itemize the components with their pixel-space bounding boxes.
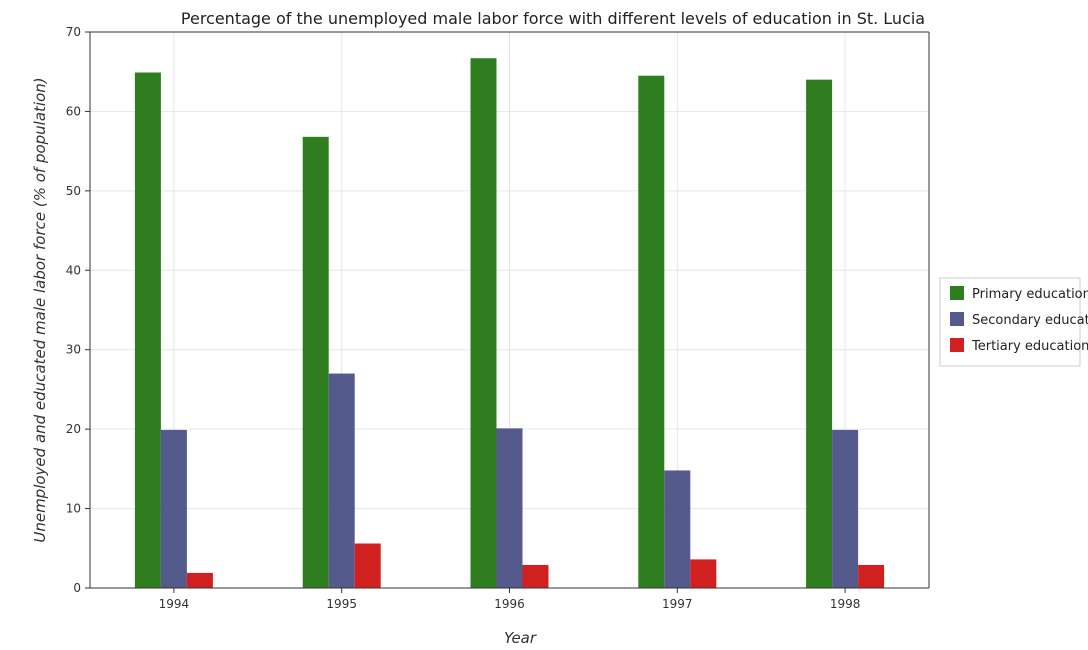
legend-swatch <box>950 312 964 326</box>
y-tick-label: 0 <box>73 581 81 595</box>
bar-primary-education-1994 <box>134 72 161 589</box>
bar-tertiary-education-1995 <box>354 543 381 588</box>
bar-tertiary-education-1996 <box>522 564 549 588</box>
x-tick-label: 1998 <box>830 597 861 611</box>
bar-primary-education-1998 <box>806 79 833 589</box>
bar-secondary-education-1995 <box>328 373 355 588</box>
bars <box>134 58 885 589</box>
bar-tertiary-education-1997 <box>690 559 717 588</box>
legend-label: Tertiary education <box>971 339 1088 354</box>
y-tick-label: 70 <box>66 25 81 39</box>
legend-swatch <box>950 338 964 352</box>
y-tick-label: 30 <box>66 343 81 357</box>
bar-secondary-education-1994 <box>160 429 187 588</box>
bar-secondary-education-1998 <box>832 429 859 588</box>
legend: Primary education Secondary education Tert… <box>939 277 1088 367</box>
bar-primary-education-1996 <box>470 58 497 589</box>
y-axis-label: Unemployed and educated male labor force… <box>31 77 49 542</box>
x-tick-label: 1996 <box>494 597 525 611</box>
y-tick-label: 10 <box>66 502 81 516</box>
bar-primary-education-1997 <box>638 75 665 588</box>
axes: 0 10 20 30 40 50 60 70 1994 1995 1996 1997 1998 <box>66 25 930 611</box>
y-tick-label: 60 <box>66 104 81 118</box>
bar-primary-education-1995 <box>302 136 329 589</box>
x-tick-label: 1994 <box>159 597 190 611</box>
chart-title: Percentage of the unemployed male labor … <box>181 9 925 28</box>
bar-secondary-education-1996 <box>496 428 523 588</box>
x-tick-label: 1997 <box>662 597 693 611</box>
y-tick-label: 20 <box>66 422 81 436</box>
legend-label: Primary education <box>972 287 1088 302</box>
y-tick-label: 50 <box>66 184 81 198</box>
bar-tertiary-education-1998 <box>858 564 885 588</box>
bar-secondary-education-1997 <box>664 470 691 588</box>
x-tick-label: 1995 <box>326 597 357 611</box>
y-tick-label: 40 <box>66 263 81 277</box>
bar-tertiary-education-1994 <box>186 572 213 588</box>
x-axis-label: Year <box>504 629 537 647</box>
legend-label: Secondary education <box>972 313 1088 328</box>
legend-swatch <box>950 286 964 300</box>
